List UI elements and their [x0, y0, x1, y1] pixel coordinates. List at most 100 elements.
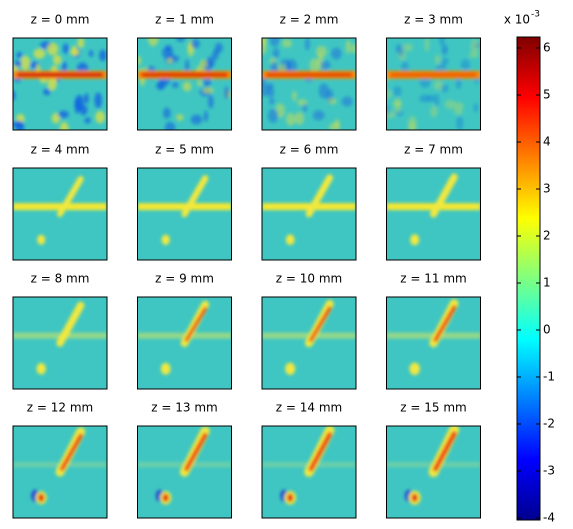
diagonal-core: [433, 431, 457, 472]
panel-frame: [137, 167, 232, 261]
noise: [190, 114, 203, 125]
noise: [13, 90, 16, 101]
noise: [15, 121, 25, 130]
panel-frame: [12, 167, 108, 261]
noise: [331, 47, 342, 60]
noise: [208, 95, 214, 109]
heatmap-field: [262, 174, 356, 246]
noise: [468, 51, 479, 59]
diagonal-core: [184, 307, 207, 342]
noise: [297, 99, 308, 106]
colorbar-tick-label: 2: [543, 229, 551, 243]
colorbar-tick-label: 4: [543, 135, 551, 149]
panel-title: z = 3 mm: [404, 13, 463, 27]
noise: [58, 110, 69, 119]
noise: [304, 38, 310, 51]
blob-core: [411, 493, 418, 502]
noise: [70, 48, 80, 57]
noise: [427, 94, 436, 103]
noise: [402, 43, 414, 52]
noise: [441, 57, 449, 66]
noise: [341, 96, 353, 107]
noise: [59, 121, 69, 130]
noise: [269, 97, 275, 105]
noise: [281, 38, 293, 48]
noise: [33, 48, 46, 59]
colorbar-tick-label: -4: [543, 511, 555, 525]
noise: [272, 47, 280, 59]
blob: [410, 234, 420, 246]
horizontal-core: [141, 72, 228, 77]
colorbar-multiplier: x 10: [504, 13, 530, 27]
heatmap-field: [137, 300, 232, 375]
noise: [454, 102, 464, 110]
panel-frame: [12, 425, 108, 519]
noise: [439, 38, 445, 47]
diagonal: [181, 175, 209, 218]
heatmap: [262, 297, 356, 389]
colorbar-tick-label: -1: [543, 370, 555, 384]
diagonal-core: [184, 432, 208, 472]
noise: [214, 42, 223, 53]
noise: [199, 59, 209, 68]
panel-frame: [137, 425, 232, 519]
noise: [309, 58, 321, 72]
colorbar-tick-label: 1: [543, 276, 551, 290]
noise: [460, 59, 471, 71]
panel-title: z = 10 mm: [276, 272, 342, 286]
panel-title: z = 14 mm: [276, 401, 342, 415]
blob: [161, 234, 170, 245]
noise: [269, 38, 280, 47]
noise: [13, 60, 22, 68]
noise: [157, 78, 166, 90]
diagonal-core: [433, 305, 457, 342]
panel-title: z = 15 mm: [400, 401, 466, 415]
panel-frame: [261, 296, 357, 390]
noise: [267, 108, 279, 123]
blob: [285, 362, 296, 375]
noise: [99, 49, 107, 62]
panel-title: z = 7 mm: [404, 143, 463, 157]
noise: [203, 110, 209, 122]
heatmap-field: [386, 173, 481, 246]
noise: [386, 105, 391, 117]
blob: [160, 362, 171, 375]
noise: [206, 56, 216, 67]
noise: [345, 39, 352, 54]
colorbar-tick-label: 0: [543, 323, 551, 337]
noise: [318, 83, 329, 99]
heatmap: [137, 38, 232, 130]
colorbar-exponent: -3: [531, 10, 540, 20]
noise: [470, 39, 480, 54]
heatmap: [137, 426, 232, 518]
diagonal-core: [309, 306, 332, 342]
panel-title: z = 4 mm: [31, 143, 90, 157]
heatmap: [13, 38, 107, 130]
blob-core: [38, 493, 45, 502]
noise: [197, 80, 202, 87]
colorbar-tick-label: 5: [543, 88, 551, 102]
panel-title: z = 0 mm: [31, 13, 90, 27]
noise: [94, 92, 103, 109]
noise: [79, 104, 88, 116]
heatmap-field: [137, 426, 232, 505]
noise: [47, 42, 59, 56]
noise: [444, 99, 457, 110]
noise: [166, 57, 173, 65]
panel-frame: [137, 37, 232, 131]
horizontal-band: [386, 203, 481, 211]
noise: [52, 54, 62, 65]
heatmap-field: [386, 299, 481, 376]
noise: [51, 112, 61, 124]
noise: [171, 81, 179, 89]
noise: [147, 38, 159, 47]
colorbar-tick-label: 6: [543, 41, 551, 55]
heatmap: [386, 297, 481, 389]
blob: [37, 234, 46, 245]
noise: [424, 38, 430, 52]
noise: [285, 112, 296, 126]
noise: [163, 107, 171, 119]
noise: [88, 50, 94, 57]
heatmap-field: [13, 176, 107, 245]
